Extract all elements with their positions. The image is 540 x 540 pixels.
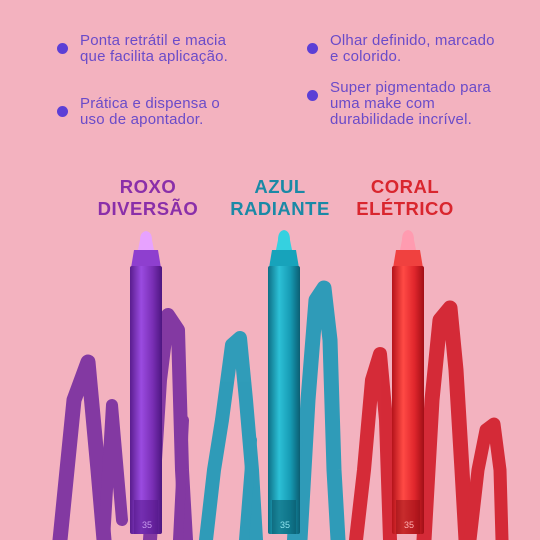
bullet-dot-icon	[57, 43, 68, 54]
shade-name-line: ELÉTRICO	[356, 198, 454, 219]
red-scribble-icon	[349, 300, 509, 540]
purple-scribble-icon	[52, 308, 193, 540]
pencil-icon: 35	[268, 230, 300, 534]
feature-bullet: Prática e dispensa o uso de apontador.	[57, 96, 247, 128]
pencil-icon: 35	[130, 231, 162, 534]
svg-text:35: 35	[404, 520, 414, 530]
pencil-icon: 35	[392, 230, 424, 534]
bullet-dot-icon	[307, 90, 318, 101]
feature-text: Olhar definido, marcado e colorido.	[330, 32, 495, 65]
shade-name-line: DIVERSÃO	[97, 198, 199, 219]
svg-text:35: 35	[142, 520, 152, 530]
shade-name-line: AZUL	[254, 176, 306, 197]
shade-name-line: RADIANTE	[230, 198, 330, 219]
feature-text: Super pigmentado para uma make com durab…	[330, 79, 491, 128]
feature-text: Ponta retrátil e macia que facilita apli…	[80, 32, 229, 65]
shade-name-azul: AZUL RADIANTE	[222, 176, 338, 220]
shade-name-roxo: ROXO DIVERSÃO	[88, 176, 208, 220]
shade-name-line: ROXO	[119, 176, 177, 197]
bullet-dot-icon	[57, 106, 68, 117]
feature-bullet: Super pigmentado para uma make com durab…	[307, 80, 497, 128]
feature-bullet: Olhar definido, marcado e colorido.	[307, 33, 497, 65]
shade-name-coral: CORAL ELÉTRICO	[350, 176, 460, 220]
feature-bullet: Ponta retrátil e macia que facilita apli…	[57, 33, 247, 65]
svg-text:35: 35	[280, 520, 290, 530]
feature-text: Prática e dispensa o uso de apontador.	[80, 95, 220, 128]
bullet-dot-icon	[307, 43, 318, 54]
shade-name-line: CORAL	[370, 176, 440, 197]
